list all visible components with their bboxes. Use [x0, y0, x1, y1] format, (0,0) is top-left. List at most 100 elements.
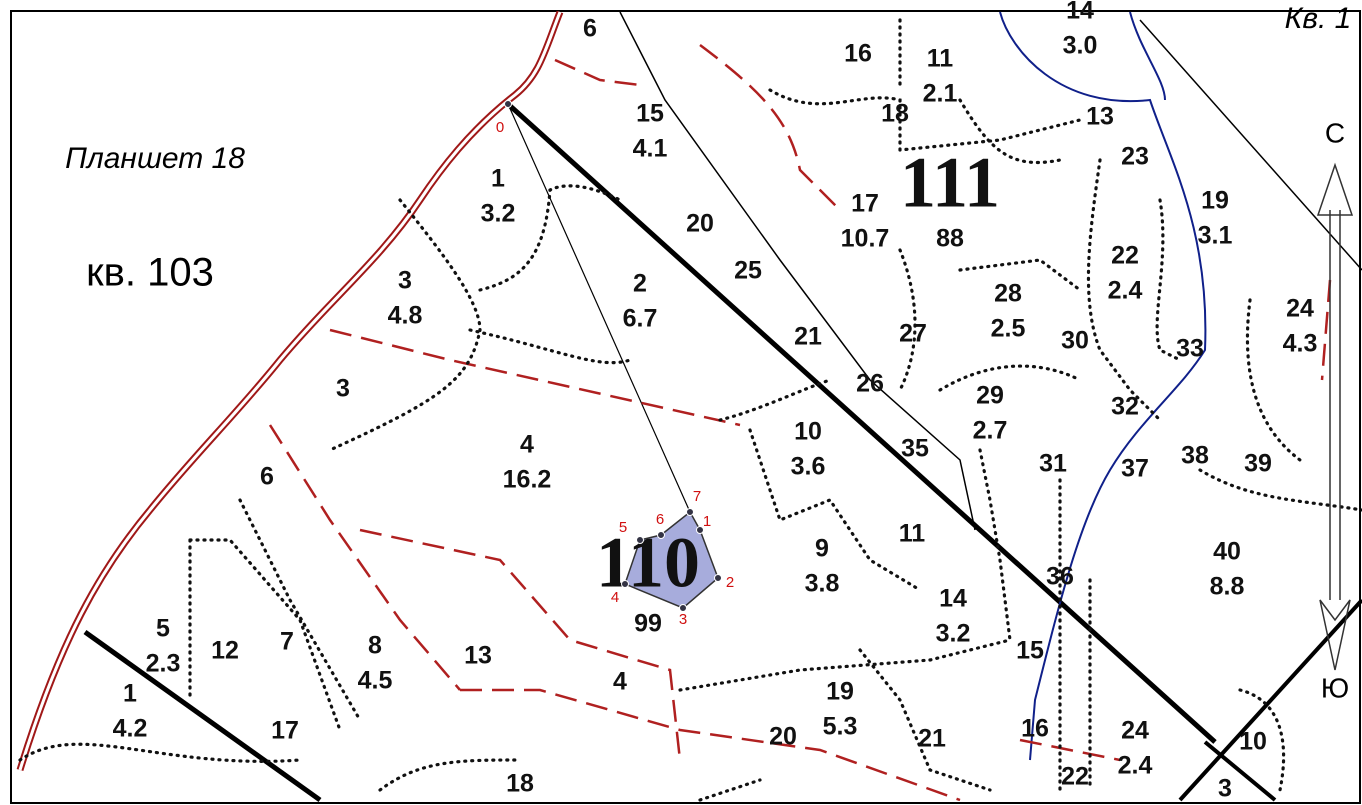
plot-vertex: [621, 580, 629, 588]
parcel-number: 20: [686, 210, 714, 238]
parcel-area: 2.5: [991, 315, 1026, 343]
block-number: 110: [596, 523, 700, 603]
parcel-number: 10: [1239, 728, 1267, 756]
parcel-number: 3: [1218, 775, 1232, 803]
parcel-area: 4.3: [1283, 330, 1318, 358]
parcel-number: 15: [1016, 637, 1044, 665]
block-area: 88: [936, 225, 964, 253]
parcel-area: 3.2: [936, 620, 971, 648]
parcel-number: 21: [918, 725, 946, 753]
boundary: [16, 10, 564, 772]
parcel-area: 2.7: [973, 417, 1008, 445]
parcel-area: 2.1: [923, 80, 958, 108]
parcel-number: 7: [280, 628, 294, 656]
parcel-number: 6: [583, 15, 597, 43]
river: [999, 11, 1207, 761]
parcel-area: 3.2: [481, 200, 516, 228]
parcel-number: 8: [368, 632, 382, 660]
parcel-number: 30: [1061, 327, 1089, 355]
parcel-area: 5.3: [823, 713, 858, 741]
parcel-number: 40: [1213, 538, 1241, 566]
parcel-number: 13: [1086, 103, 1114, 131]
parcel-number: 3: [336, 375, 350, 403]
plot-vertex: [636, 536, 644, 544]
parcel-number: 1: [123, 680, 137, 708]
parcel-area: 4.1: [633, 135, 668, 163]
block-area: 99: [634, 610, 662, 638]
point-label: 4: [611, 589, 619, 606]
parcel-number: 38: [1181, 442, 1209, 470]
parcel-number: 11: [927, 45, 954, 73]
parcel-area: 3.6: [791, 453, 826, 481]
parcel-number: 21: [794, 323, 822, 351]
quarter-lines: [83, 11, 1362, 803]
parcel-number: 20: [769, 723, 797, 751]
parcel-number: 33: [1176, 335, 1204, 363]
parcel-area: 3.8: [805, 570, 840, 598]
parcel-area: 16.2: [503, 466, 552, 494]
parcel-number: 12: [211, 637, 239, 665]
parcel-area: 8.8: [1210, 573, 1245, 601]
parcel-number: 1: [491, 165, 505, 193]
parcel-number: 16: [1021, 715, 1049, 743]
quarter-label: кв. 103: [86, 251, 214, 295]
block-number: 111: [900, 143, 1000, 223]
parcel-area: 3.0: [1063, 32, 1098, 60]
parcel-area: 3.1: [1198, 222, 1233, 250]
frame: [10, 10, 1361, 804]
parcel-number: 23: [1121, 143, 1149, 171]
parcel-area: 4.8: [388, 302, 423, 330]
parcel-number: 18: [506, 770, 534, 798]
parcel-number: 17: [851, 190, 879, 218]
parcel-number: 11: [899, 520, 926, 548]
parcel-number: 6: [260, 463, 274, 491]
parcel-number: 19: [1201, 187, 1229, 215]
parcel-number: 14: [1066, 0, 1094, 25]
parcel-number: 14: [939, 585, 967, 613]
parcel-number: 15: [636, 100, 664, 128]
parcel-number: 26: [856, 370, 884, 398]
parcel-number: 29: [976, 382, 1004, 410]
parcel-area: 6.7: [623, 305, 658, 333]
parcel-area: 2.4: [1108, 277, 1143, 305]
parcel-number: 35: [901, 435, 929, 463]
parcel-number: 24: [1121, 717, 1149, 745]
parcel-number: 16: [844, 40, 872, 68]
parcel-number: 39: [1244, 450, 1272, 478]
parcel-number: 4: [613, 668, 627, 696]
parcel-number: 19: [826, 678, 854, 706]
plot-vertex: [696, 526, 704, 534]
parcel-number: 2: [633, 270, 647, 298]
parcel-number: 28: [994, 280, 1022, 308]
plot-vertex: [679, 604, 687, 612]
compass-north: С: [1325, 117, 1345, 148]
parcel-number: 22: [1061, 763, 1089, 791]
plot-vertex: [686, 508, 694, 516]
compass-arrow: [1316, 162, 1354, 671]
plot-vertex: [504, 100, 512, 108]
point-label: 5: [619, 519, 627, 536]
parcel-number: 9: [815, 535, 829, 563]
point-label: 0: [496, 119, 504, 136]
point-label: 1: [703, 513, 711, 530]
parcel-number: 32: [1111, 393, 1139, 421]
parcel-number: 22: [1111, 242, 1139, 270]
parcel-number: 5: [156, 615, 170, 643]
parcel-area: 2.4: [1118, 752, 1153, 780]
sheet-title: Планшет 18: [65, 142, 245, 175]
parcel-number: 3: [398, 267, 412, 295]
parcel-number: 36: [1046, 563, 1074, 591]
parcel-number: 18: [881, 100, 909, 128]
parcel-number: 4: [520, 431, 534, 459]
point-label: 6: [656, 511, 664, 528]
parcel-number: 37: [1121, 455, 1149, 483]
parcel-number: 27: [899, 320, 927, 348]
plot-vertex: [714, 574, 722, 582]
parcel-area: 2.3: [146, 650, 181, 678]
parcel-number: 17: [271, 717, 299, 745]
point-label: 2: [726, 574, 734, 591]
plot-vertex: [657, 531, 665, 539]
parcel-number: 24: [1286, 295, 1314, 323]
parcel-area: 10.7: [841, 225, 890, 253]
